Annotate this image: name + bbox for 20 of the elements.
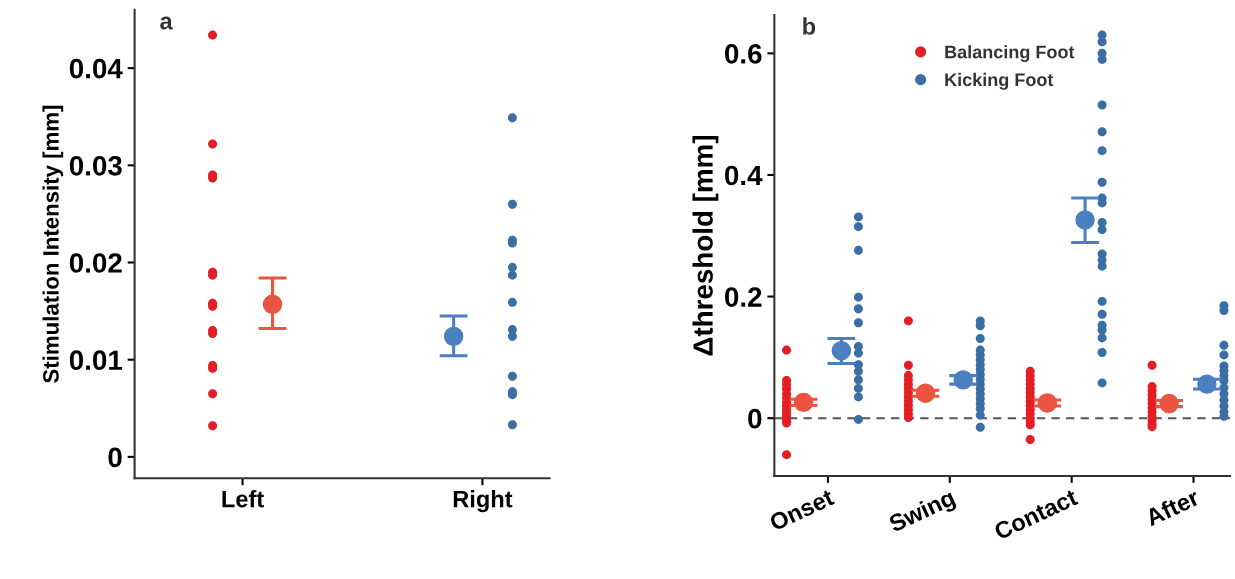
y-tick-label: 0: [748, 408, 762, 429]
legend-label: Balancing Foot: [945, 45, 1075, 63]
y-tick-label: 0.04: [69, 58, 123, 79]
x-tick-label: Onset: [768, 488, 836, 532]
x-tick-label: Left: [222, 490, 264, 508]
y-axis-title: Stimulation Intensity [mm]: [42, 105, 64, 383]
legend-label: Kicking Foot: [945, 72, 1054, 90]
y-tick-label: 0.02: [69, 253, 122, 273]
y-tick-label: 0.4: [725, 165, 763, 186]
chart-title: b: [803, 17, 816, 35]
x-tick-label: After: [1144, 487, 1201, 527]
y-axis-title: Δthreshold [mm]: [692, 135, 719, 356]
y-tick-label: 0: [108, 447, 122, 468]
y-tick-label: 0.6: [725, 44, 762, 64]
y-tick-label: 0.2: [725, 287, 762, 307]
y-tick-label: 0.01: [69, 350, 123, 371]
chart-title: a: [160, 16, 173, 30]
x-tick-label: Right: [453, 490, 513, 513]
x-tick-label: Swing: [887, 488, 958, 537]
y-tick-label: 0.03: [69, 156, 122, 176]
